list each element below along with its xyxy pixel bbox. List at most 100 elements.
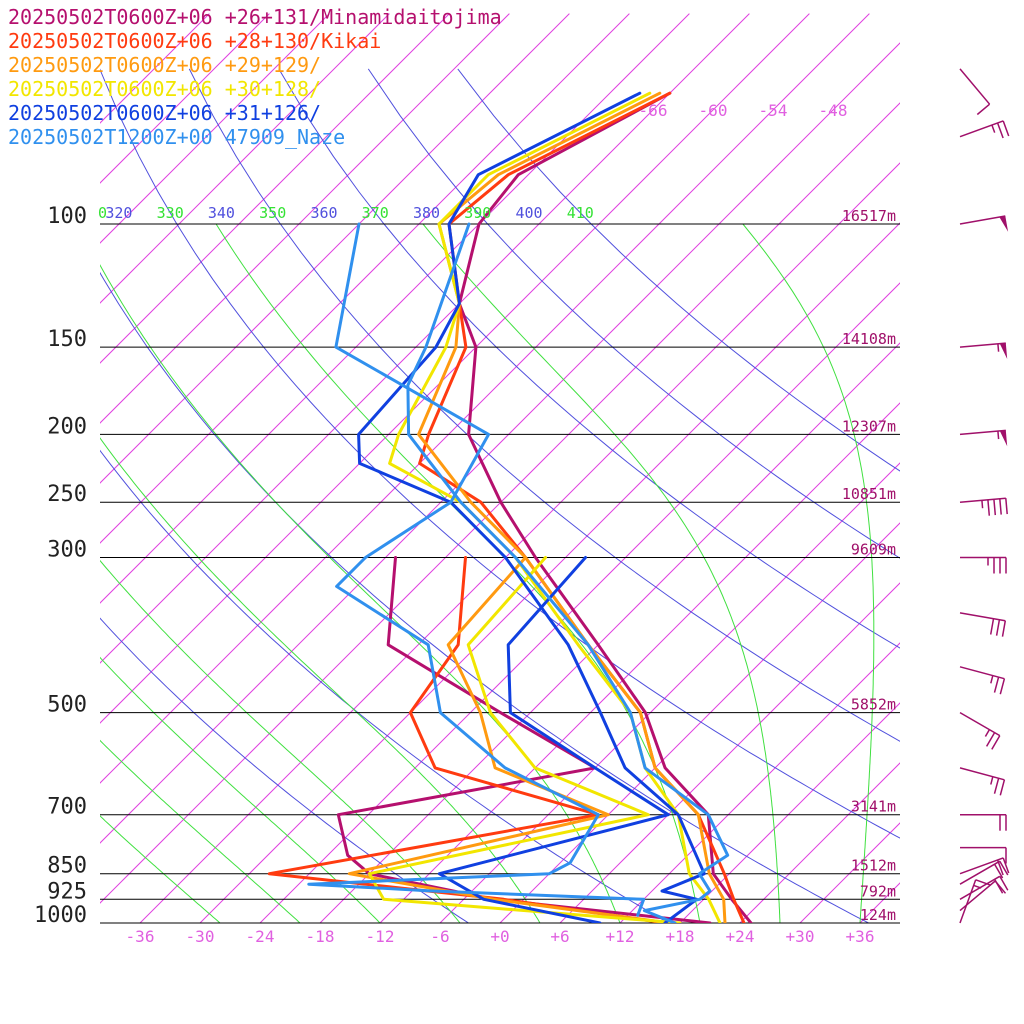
wind-barb xyxy=(959,879,992,924)
wind-barb xyxy=(959,711,1001,750)
wind-barb-staff xyxy=(959,879,977,924)
legend-entry: 20250502T0600Z+06 +30+128/ xyxy=(8,77,321,101)
wind-barb xyxy=(959,767,1006,796)
wind-barb-staff xyxy=(959,860,1001,885)
pressure-label-850: 850 xyxy=(47,854,87,879)
theta-label-410: 410 xyxy=(567,204,594,222)
wind-barb-feather xyxy=(996,122,1004,139)
wind-barb xyxy=(959,666,1006,695)
wind-barb-feather xyxy=(985,732,996,747)
wind-barb-staff xyxy=(959,612,1006,622)
isotherm-label: -60 xyxy=(699,101,728,120)
wind-barb xyxy=(959,215,1009,232)
dry-adiabat-line xyxy=(278,68,900,649)
wind-barb-staff xyxy=(959,120,1004,138)
dry-adiabat-line xyxy=(100,68,900,839)
isotherm-line xyxy=(439,462,900,923)
isotherm-line xyxy=(739,762,900,923)
x-tick-label: -30 xyxy=(186,927,215,946)
x-tick-label: -6 xyxy=(430,927,449,946)
chart-grid xyxy=(100,13,900,923)
theta-label-390: 390 xyxy=(464,204,491,222)
wind-barb xyxy=(959,857,1010,876)
pressure-label-200: 200 xyxy=(47,414,87,439)
isotherm-label: -54 xyxy=(759,101,788,120)
x-tick-label: +36 xyxy=(846,927,875,946)
wind-barb-pennant xyxy=(999,343,1008,359)
moist-adiabat-line xyxy=(100,739,301,923)
wind-barb-half-feather xyxy=(990,776,994,785)
x-tick-label: -24 xyxy=(246,927,275,946)
dry-adiabat-line xyxy=(457,68,900,472)
series-4-temperature-line xyxy=(357,91,706,923)
height-label-1000: 124m xyxy=(860,906,896,924)
wind-barb-half-feather xyxy=(997,431,1000,440)
theta-label-330: 330 xyxy=(157,204,184,222)
height-label-850: 1512m xyxy=(851,857,896,875)
x-tick-label: +24 xyxy=(726,927,755,946)
wind-barb xyxy=(959,497,1008,516)
wind-barb xyxy=(960,846,1007,864)
isotherm-line xyxy=(679,702,900,923)
height-label-925: 792m xyxy=(860,882,896,900)
isotherm-line xyxy=(100,102,900,904)
isotherm-line xyxy=(100,13,510,424)
x-tick-label: -12 xyxy=(366,927,395,946)
wind-barb xyxy=(959,429,1008,447)
wind-barb xyxy=(959,612,1007,637)
isotherm-line xyxy=(100,13,390,304)
isotherm-line xyxy=(139,162,900,923)
wind-barb-feather xyxy=(976,103,991,116)
wind-barb xyxy=(959,875,1009,900)
wind-barb-staff xyxy=(959,215,1006,225)
theta-label-380: 380 xyxy=(413,204,440,222)
isotherm-label: -66 xyxy=(639,101,668,120)
isotherm-line xyxy=(100,13,750,664)
theta-label-370: 370 xyxy=(362,204,389,222)
height-label-100: 16517m xyxy=(842,207,896,225)
wind-barb-staff xyxy=(959,880,996,912)
legend-entry: 20250502T0600Z+06 +26+131/Minamidaitojim… xyxy=(8,5,502,29)
pressure-label-250: 250 xyxy=(47,482,87,507)
axis-labels: 100 16517m 150 14108m 200 12307m 250 10851m 300 9… xyxy=(34,101,896,946)
wind-barb-feather xyxy=(989,618,995,635)
wind-barb-staff xyxy=(959,711,1001,737)
wind-barb-feather xyxy=(1001,620,1007,637)
wind-barb-staff xyxy=(959,666,1005,680)
wind-barb-feather xyxy=(993,676,1000,693)
isotherm-line xyxy=(559,582,900,923)
legend: 20250502T0600Z+06 +26+131/Minamidaitojim… xyxy=(8,5,502,149)
isotherm-line xyxy=(100,13,690,604)
theta-label-310: 0 xyxy=(98,204,107,222)
series-1-dewpoint-line xyxy=(267,556,667,923)
wind-barb-feather xyxy=(996,859,1004,876)
dry-adiabat-line xyxy=(100,449,669,923)
theta-label-350: 350 xyxy=(259,204,286,222)
x-tick-label: +18 xyxy=(666,927,695,946)
height-label-500: 5852m xyxy=(851,696,896,714)
height-label-150: 14108m xyxy=(842,330,896,348)
sounding-series xyxy=(267,91,753,923)
isotherm-line xyxy=(199,222,900,923)
pressure-label-1000: 1000 xyxy=(34,903,87,928)
x-tick-label: +0 xyxy=(490,927,509,946)
series-0-temperature-line xyxy=(457,91,753,923)
wind-barb xyxy=(959,342,1008,359)
pressure-label-300: 300 xyxy=(47,538,87,563)
wind-barb xyxy=(960,813,1007,831)
wind-barb-feather xyxy=(975,879,992,886)
theta-label-340: 340 xyxy=(208,204,235,222)
wind-barb-feather xyxy=(999,498,1002,515)
wind-barb-staff xyxy=(959,497,1006,503)
wind-barb-half-feather xyxy=(997,343,1000,352)
wind-barb-feather xyxy=(993,878,1004,894)
x-tick-label: +6 xyxy=(550,927,569,946)
wind-barb-feather xyxy=(993,863,1004,879)
wind-barb-feather xyxy=(993,778,1000,794)
pressure-label-100: 100 xyxy=(47,204,87,229)
pressure-label-925: 925 xyxy=(47,879,87,904)
theta-label-400: 400 xyxy=(515,204,542,222)
dry-adiabat-line xyxy=(367,68,900,559)
wind-barb-pennant xyxy=(999,216,1009,232)
dry-adiabat-line xyxy=(100,617,469,923)
